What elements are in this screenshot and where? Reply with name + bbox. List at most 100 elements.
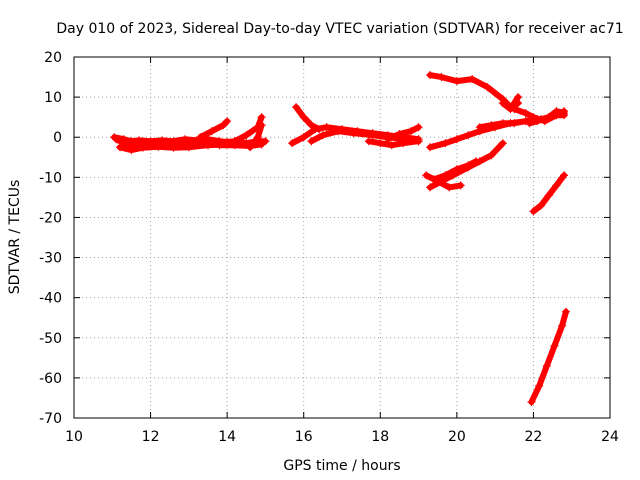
data-point — [483, 83, 492, 92]
data-point — [246, 143, 255, 152]
y-tick-label: 0 — [53, 130, 62, 146]
data-track-10 — [364, 137, 423, 150]
data-point — [204, 141, 212, 150]
data-point — [311, 125, 320, 134]
data-point — [318, 131, 327, 140]
data-point — [445, 183, 454, 192]
data-point — [422, 171, 431, 180]
data-point — [487, 121, 496, 130]
data-point — [414, 137, 423, 146]
data-point — [349, 129, 358, 138]
data-point — [544, 191, 553, 200]
data-point — [437, 177, 446, 186]
data-point — [414, 123, 423, 132]
data-point — [257, 113, 266, 122]
data-point — [558, 321, 567, 330]
y-tick-label: 20 — [44, 50, 62, 66]
data-track-19 — [429, 157, 480, 184]
data-point — [406, 127, 415, 136]
x-tick-labels: 10 12 14 16 18 20 22 24 — [65, 429, 619, 445]
data-point — [299, 113, 308, 122]
x-tick-label: 24 — [601, 429, 619, 445]
data-point — [452, 77, 461, 86]
data-point — [510, 119, 519, 128]
x-tick-label: 12 — [142, 429, 160, 445]
data-point — [464, 131, 473, 140]
data-point — [292, 103, 301, 112]
data-point — [184, 143, 193, 152]
data-point — [399, 139, 408, 148]
data-point — [521, 109, 530, 118]
x-tick-label: 14 — [218, 429, 236, 445]
data-point — [560, 171, 569, 180]
data-point — [253, 133, 262, 142]
data-point — [387, 141, 396, 150]
data-point — [468, 75, 477, 84]
x-axis-label: GPS time / hours — [283, 458, 400, 474]
y-tick-labels: -70 -60 -50 -40 -30 -20 -10 0 10 20 — [39, 50, 62, 427]
data-point — [364, 137, 373, 146]
data-point — [542, 361, 551, 370]
y-tick-label: -20 — [39, 210, 62, 226]
data-point — [475, 157, 484, 166]
data-point — [560, 109, 569, 118]
data-track-22 — [527, 307, 570, 406]
data-track-4 — [196, 117, 232, 142]
data-point — [154, 142, 163, 151]
data-point — [138, 143, 147, 152]
data-track-6 — [246, 121, 266, 152]
y-tick-label: -70 — [39, 411, 62, 427]
data-point — [544, 113, 553, 122]
data-track-11 — [383, 123, 423, 144]
y-tick-label: -10 — [39, 170, 62, 186]
data-point — [426, 183, 435, 192]
data-point — [169, 143, 178, 152]
data-point — [334, 127, 343, 136]
data-point — [219, 121, 228, 130]
data-marks — [110, 71, 570, 406]
data-point — [529, 207, 538, 216]
data-point — [223, 117, 232, 126]
chart-title: Day 010 of 2023, Sidereal Day-to-day VTE… — [56, 21, 623, 37]
data-point — [196, 133, 205, 142]
data-point — [487, 151, 496, 160]
y-tick-label: -40 — [39, 291, 62, 307]
data-point — [242, 131, 251, 140]
data-point — [426, 71, 435, 80]
data-point — [475, 123, 484, 132]
data-point — [552, 181, 561, 190]
data-point — [498, 99, 507, 108]
data-point — [257, 121, 266, 130]
data-point — [307, 137, 316, 146]
data-point — [452, 135, 461, 144]
data-point — [498, 139, 507, 148]
data-point — [307, 121, 316, 130]
data-point — [535, 381, 544, 390]
data-point — [395, 130, 404, 139]
data-point — [426, 143, 435, 152]
data-trail — [384, 124, 422, 143]
data-point — [561, 307, 570, 316]
data-point — [376, 139, 385, 148]
x-tick-label: 10 — [65, 429, 83, 445]
data-trail — [365, 138, 422, 149]
x-tick-label: 18 — [371, 429, 389, 445]
y-tick-label: 10 — [44, 90, 62, 106]
data-trail — [528, 308, 569, 405]
data-point — [207, 127, 216, 136]
data-point — [115, 143, 124, 152]
data-point — [514, 93, 523, 102]
data-point — [112, 135, 121, 144]
data-point — [552, 107, 561, 116]
data-trail — [231, 114, 265, 145]
data-point — [449, 171, 458, 180]
x-tick-label: 16 — [295, 429, 313, 445]
data-point — [498, 119, 507, 128]
data-point — [510, 105, 519, 114]
data-point — [299, 133, 308, 142]
data-point — [525, 119, 534, 128]
data-trail — [197, 118, 231, 141]
data-point — [537, 201, 546, 210]
y-tick-label: -60 — [39, 371, 62, 387]
